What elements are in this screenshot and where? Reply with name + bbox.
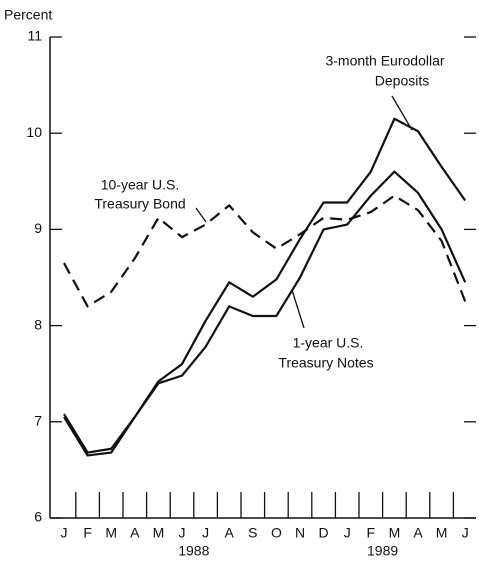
series-line	[63, 170, 467, 457]
leader-line	[195, 207, 207, 223]
series-line	[63, 117, 467, 454]
leader-line	[391, 95, 413, 131]
x-tick-label: J	[179, 525, 186, 541]
x-tick-label: A	[130, 525, 140, 541]
annotation: 3-month Eurodollar	[325, 53, 444, 69]
y-tick-label: 8	[34, 316, 42, 332]
x-tick-label: O	[271, 525, 282, 541]
annotation: Treasury Bond	[94, 196, 185, 212]
y-tick-label: 11	[27, 28, 42, 44]
annotation: Deposits	[375, 73, 429, 89]
y-tick-label: 6	[34, 509, 42, 525]
y-axis-label: Percent	[4, 7, 52, 23]
x-tick-label: M	[389, 525, 401, 541]
x-tick-label: M	[153, 525, 165, 541]
x-tick-label: S	[248, 525, 257, 541]
annotation: Treasury Notes	[278, 355, 373, 371]
x-tick-label: F	[367, 525, 376, 541]
year-label: 1988	[178, 543, 209, 559]
x-tick-label: A	[413, 525, 423, 541]
annotation: 10-year U.S.	[101, 177, 180, 193]
x-tick-label: M	[436, 525, 448, 541]
x-tick-label: J	[61, 525, 68, 541]
leader-line	[291, 289, 305, 329]
x-tick-label: J	[202, 525, 209, 541]
x-tick-label: M	[105, 525, 117, 541]
annotation: 1-year U.S.	[293, 335, 364, 351]
y-tick-label: 9	[34, 220, 42, 236]
x-tick-label: D	[319, 525, 329, 541]
series-line	[63, 194, 467, 308]
x-tick-label: J	[462, 525, 469, 541]
x-tick-label: N	[295, 525, 305, 541]
x-tick-label: F	[83, 525, 92, 541]
y-tick-label: 10	[26, 124, 42, 140]
y-tick-label: 7	[34, 413, 42, 429]
x-tick-label: A	[225, 525, 235, 541]
x-tick-label: J	[344, 525, 351, 541]
year-label: 1989	[367, 543, 398, 559]
